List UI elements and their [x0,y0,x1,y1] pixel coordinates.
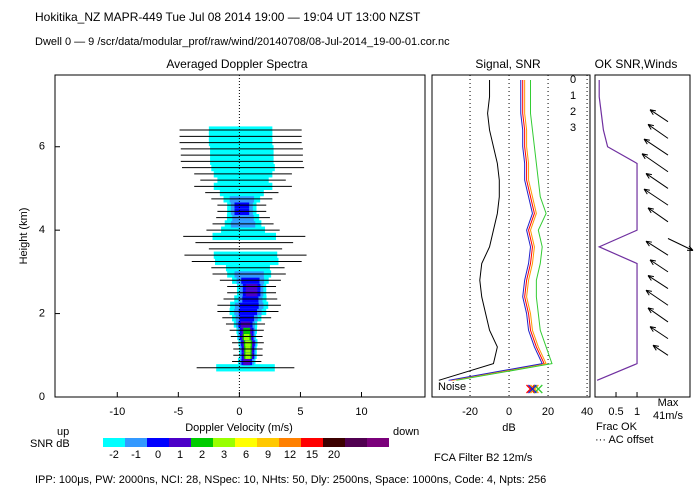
frac-ok-line [596,80,638,381]
wind-arrow [645,240,669,256]
wind-arrow [647,275,669,289]
max-label: Max [658,397,679,409]
x-tick-label: 5 [297,406,303,418]
x-tick-label: 1 [634,406,640,418]
colorbar-label: 12 [284,449,296,461]
y-axis-label: Height (km) [18,208,30,265]
x-tick-label: 10 [355,406,367,418]
noise-label: Noise [438,381,466,393]
filter-label: FCA Filter B2 12m/s [434,452,533,464]
x-tick-label: 0.5 [608,406,623,418]
snr-line [448,80,543,381]
colorbar-swatch [125,438,147,447]
down-label: down [393,426,419,438]
colorbar-swatch [345,438,367,447]
snr-line [456,80,553,381]
plot-frame [54,74,426,398]
wind-arrow [645,289,669,306]
wind-arrow [647,307,669,323]
x-tick-label: 0 [236,406,242,418]
offset-label: ··· AC offset [595,434,653,446]
wind-arrow [643,138,669,156]
colorbar-swatch [147,438,169,447]
colorbar-swatch [301,438,323,447]
colorbar-swatch [213,438,235,447]
panel-title: OK SNR,Winds [595,57,678,71]
noise-marker [527,384,537,394]
colorbar-swatch [103,438,125,447]
colorbar-swatch [257,438,279,447]
wind-arrow [649,109,669,123]
x-tick-label: -5 [173,406,183,418]
y-tick-label: 0 [39,391,45,403]
x-tick-label: 0 [506,406,512,418]
y-tick-label: 4 [39,224,45,236]
plot-frame [594,74,691,398]
wind-arrow [667,238,694,252]
panel-title: Signal, SNR [475,57,541,71]
up-label: up [57,426,69,438]
colorbar-label: -2 [109,449,119,461]
wind-arrow [649,326,669,340]
x-tick-label: 20 [542,406,554,418]
y-tick-label: 2 [39,307,45,319]
signal-line [438,80,500,381]
legend-entry: 2 [570,106,576,118]
legend-entry: 3 [570,122,576,134]
colorbar-label: 6 [243,449,249,461]
colorbar-label: 3 [221,449,227,461]
colorbar-swatch [169,438,191,447]
noise-marker [526,384,535,394]
noise-marker [529,384,539,394]
colorbar-label: 0 [155,449,161,461]
colorbar-label: 15 [306,449,318,461]
legend-entry: 0 [570,74,576,86]
footer: IPP: 100μs, PW: 2000ns, NCI: 28, NSpec: … [35,474,546,486]
colorbar-label: -1 [131,449,141,461]
frac-label: Frac OK [596,421,638,433]
wind-arrow [641,153,669,173]
colorbar-swatch [279,438,301,447]
wind-arrow [647,123,669,139]
wind-arrow [643,188,669,206]
x-tick-label: -10 [109,406,125,418]
plot-frame [431,74,591,398]
wind-arrow [647,207,669,223]
header-title: Hokitika_NZ MAPR-449 Tue Jul 08 2014 19:… [35,10,421,24]
x-axis-label: Doppler Velocity (m/s) [185,422,293,434]
colorbar-label: 20 [328,449,340,461]
x-axis-label: dB [502,422,515,434]
colorbar-label: 2 [199,449,205,461]
max-speed-label: 41m/s [653,410,683,422]
colorbar-swatch [323,438,345,447]
legend-entry: 1 [570,90,576,102]
wind-arrow [645,172,669,189]
colorbar-swatch [235,438,257,447]
header-subtitle: Dwell 0 — 9 /scr/data/modular_prof/raw/w… [35,36,450,48]
x-tick-label: -20 [462,406,478,418]
panel-title: Averaged Doppler Spectra [166,57,308,71]
colorbar-label: 1 [177,449,183,461]
y-tick-label: 6 [39,141,45,153]
wind-arrow [652,344,669,356]
snr-line [450,80,545,381]
colorbar-swatch [367,438,389,447]
snr-line [452,80,547,381]
x-tick-label: 40 [581,406,593,418]
colorbar-swatch [191,438,213,447]
wind-arrow [649,259,669,273]
colorbar-label: 9 [265,449,271,461]
colorbar-title: SNR dB [30,438,70,450]
